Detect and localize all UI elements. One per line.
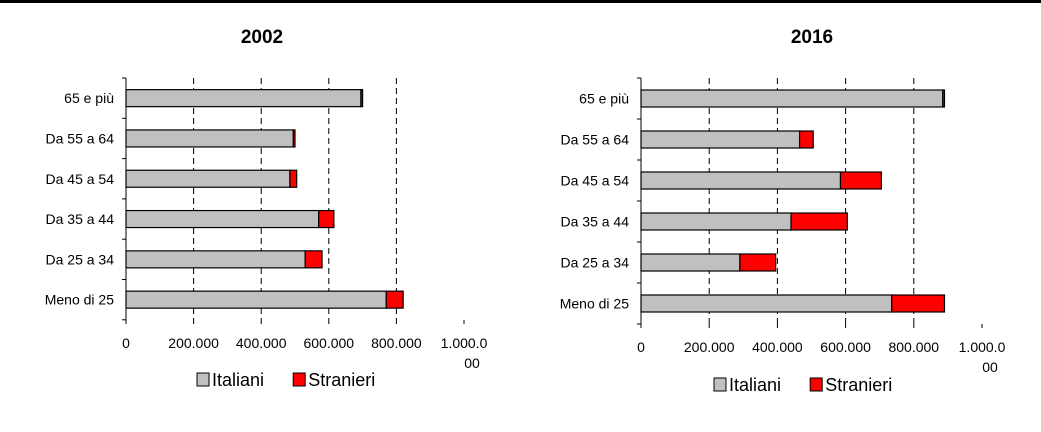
category-label: Da 45 a 54 xyxy=(561,173,630,189)
bar-italiani xyxy=(125,250,306,269)
bar-italiani xyxy=(125,169,291,188)
x-tick-label-wrap: 00 xyxy=(464,355,480,371)
category-label: Da 35 a 44 xyxy=(561,214,630,230)
category-label: Da 35 a 44 xyxy=(46,211,115,227)
category-label: Da 55 a 64 xyxy=(561,132,630,148)
bar-italiani xyxy=(640,171,842,190)
bar-stranieri xyxy=(790,212,848,231)
legend-swatch-italiani xyxy=(713,377,727,392)
bar-stranieri xyxy=(739,253,777,272)
bar-stranieri xyxy=(839,171,883,190)
legend: Italiani Stranieri xyxy=(713,375,892,395)
category-label: Meno di 25 xyxy=(45,292,114,308)
legend-swatch-stranieri xyxy=(809,377,823,392)
chart-2002: 2002 65 e più Da 55 a 64 Da 45 a 54 Da 35 a … xyxy=(45,27,488,390)
x-tick-label: 400.000 xyxy=(236,335,287,351)
x-tick-label: 0 xyxy=(122,335,130,351)
category-label: Meno di 25 xyxy=(560,296,629,312)
bar-italiani xyxy=(125,209,320,229)
bar-italiani xyxy=(125,89,362,108)
legend: Italiani Stranieri xyxy=(196,370,375,390)
chart-2016: 2016 65 e più Da 55 a 64 Da 45 a 54 Da 35 a … xyxy=(560,27,1006,395)
legend-label-stranieri: Stranieri xyxy=(825,375,892,395)
bar-italiani xyxy=(640,212,792,231)
bar-italiani xyxy=(640,253,741,272)
x-tick-label: 200.000 xyxy=(684,339,735,355)
bar-italiani xyxy=(640,89,944,108)
x-tick-label: 0 xyxy=(637,339,645,355)
category-label: 65 e più xyxy=(64,90,114,106)
bar-stranieri xyxy=(798,130,814,149)
category-label: Da 25 a 34 xyxy=(561,255,630,271)
bar-stranieri xyxy=(292,129,296,148)
category-label: Da 55 a 64 xyxy=(46,130,115,146)
category-label: 65 e più xyxy=(579,91,629,107)
x-tick-label: 200.000 xyxy=(168,335,219,351)
bar-stranieri xyxy=(360,89,364,108)
legend-swatch-italiani xyxy=(196,372,210,387)
x-tick-label: 1.000.0 xyxy=(959,339,1006,355)
bar-italiani xyxy=(125,129,294,148)
bar-stranieri xyxy=(942,89,946,108)
x-tick-label: 400.000 xyxy=(752,339,803,355)
chart-title: 2002 xyxy=(241,27,283,48)
bar-italiani xyxy=(640,294,893,313)
category-label: Da 25 a 34 xyxy=(46,251,115,267)
chart-title: 2016 xyxy=(791,27,833,48)
x-tick-label: 800.000 xyxy=(888,339,939,355)
legend-label-italiani: Italiani xyxy=(729,375,781,395)
top-rule xyxy=(0,0,1041,3)
bar-stranieri xyxy=(304,250,323,269)
bar-stranieri xyxy=(289,169,298,188)
bar-stranieri xyxy=(891,294,946,313)
x-tick-label-wrap: 00 xyxy=(982,359,998,375)
bar-italiani xyxy=(640,130,801,149)
category-label: Da 45 a 54 xyxy=(46,171,115,187)
x-tick-label: 600.000 xyxy=(820,339,871,355)
bar-stranieri xyxy=(385,290,404,309)
x-tick-label: 600.000 xyxy=(303,335,354,351)
x-tick-label: 1.000.0 xyxy=(441,335,488,351)
legend-label-stranieri: Stranieri xyxy=(308,370,375,390)
legend-label-italiani: Italiani xyxy=(212,370,264,390)
x-tick-label: 800.000 xyxy=(371,335,422,351)
bar-stranieri xyxy=(318,209,335,229)
legend-swatch-stranieri xyxy=(292,372,306,387)
bar-italiani xyxy=(125,290,387,309)
